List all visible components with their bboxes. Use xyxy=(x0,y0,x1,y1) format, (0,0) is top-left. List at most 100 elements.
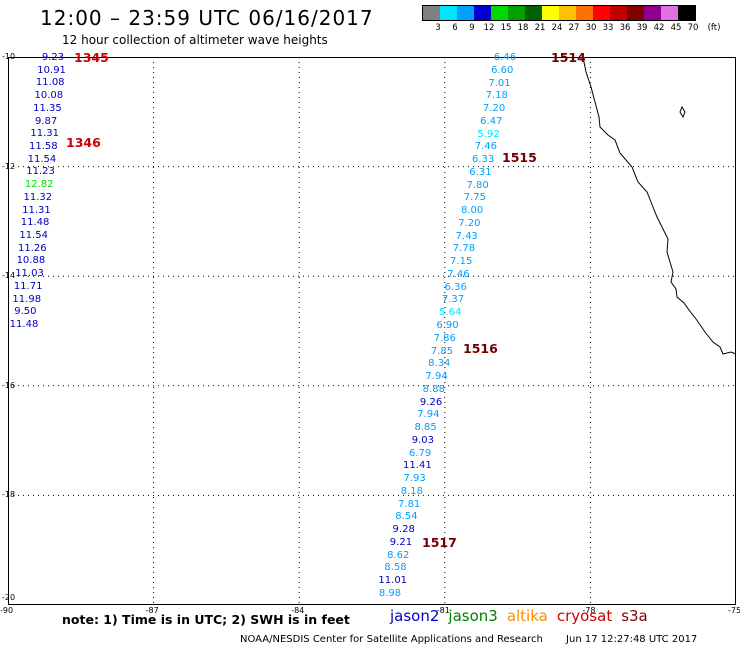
longitude-tick-label: -78 xyxy=(582,606,596,615)
latitude-tick-label: -18 xyxy=(2,490,16,500)
wave-height-value: 7.37 xyxy=(441,294,465,306)
wave-height-value: 11.48 xyxy=(9,318,39,330)
wave-height-value: 8.54 xyxy=(395,511,418,523)
map-subtitle: 12 hour collection of altimeter wave hei… xyxy=(62,33,328,47)
color-scale-box xyxy=(457,6,474,20)
wave-height-value: 8.62 xyxy=(387,549,410,561)
color-scale-label: 27 xyxy=(568,23,580,33)
wave-height-value: 7.01 xyxy=(488,77,511,89)
wave-height-value: 6.31 xyxy=(469,166,492,178)
color-scale-box xyxy=(542,6,559,20)
wave-height-value: 5.64 xyxy=(439,307,462,319)
wave-height-value: 9.50 xyxy=(14,306,37,318)
map-frame xyxy=(8,57,736,605)
wave-height-value: 7.46 xyxy=(474,141,497,153)
satellite-legend-item: jason3 xyxy=(448,607,498,625)
wave-height-value: 9.28 xyxy=(392,524,415,536)
latitude-tick-label: -16 xyxy=(2,380,16,390)
color-scale-box xyxy=(678,6,695,20)
satellite-legend-item: altika xyxy=(506,607,548,625)
wave-height-value: 11.54 xyxy=(19,229,48,241)
color-scale-box xyxy=(525,6,542,20)
color-scale-label: 12 xyxy=(483,23,495,33)
color-scale-box xyxy=(644,6,661,20)
color-scale-label: 3 xyxy=(435,23,441,33)
wave-height-value: 7.86 xyxy=(433,332,456,344)
wave-height-value: 5.92 xyxy=(477,128,500,140)
pass-number-label: 1516 xyxy=(463,340,498,356)
wave-height-value: 11.03 xyxy=(15,268,44,280)
satellite-legend-item: s3a xyxy=(621,607,648,625)
color-scale-box xyxy=(627,6,644,20)
wave-height-value: 12.82 xyxy=(24,179,54,191)
wave-height-value: 6.60 xyxy=(491,64,514,76)
island-outline xyxy=(679,105,686,119)
wave-height-value: 9.03 xyxy=(411,434,434,446)
color-scale-label: 21 xyxy=(534,23,546,33)
wave-height-value: 8.18 xyxy=(400,485,424,497)
color-scale-box xyxy=(559,6,576,20)
color-scale-label: 42 xyxy=(653,23,665,33)
wave-height-value: 11.31 xyxy=(30,128,60,140)
wave-height-value: 11.26 xyxy=(17,242,47,254)
wave-height-value: 8.58 xyxy=(384,562,407,574)
wave-height-value: 6.90 xyxy=(436,319,459,331)
color-scale-box xyxy=(491,6,508,20)
color-scale-label: 70 xyxy=(687,23,699,33)
wave-height-value: 7.20 xyxy=(458,217,481,229)
color-scale-legend: 3 6 9 12 15 18 21 24 27 30 33 36 39 42 45 70 (ft) xyxy=(422,5,720,35)
latitude-tick-label: -14 xyxy=(2,271,16,281)
wave-height-value: 7.15 xyxy=(450,256,473,268)
wave-height-value: 6.79 xyxy=(408,447,432,459)
wave-height-value: 8.85 xyxy=(414,422,437,434)
wave-height-value: 11.71 xyxy=(13,280,43,292)
color-scale-box xyxy=(593,6,610,20)
color-scale-labels: 3 6 9 12 15 18 21 24 27 30 33 36 39 42 45 70 (ft) xyxy=(422,21,720,35)
wave-height-value: 11.08 xyxy=(35,77,65,89)
color-scale-label: 15 xyxy=(500,23,512,33)
color-scale-label: 39 xyxy=(636,23,648,33)
wave-height-value: 10.08 xyxy=(34,90,64,102)
wave-height-value: 8.88 xyxy=(422,383,445,395)
color-scale-box xyxy=(576,6,593,20)
wave-height-value: 11.54 xyxy=(27,153,57,165)
latitude-tick-label: -12 xyxy=(2,161,16,171)
wave-height-value: 7.81 xyxy=(398,498,421,510)
color-scale-label: 36 xyxy=(619,23,631,33)
latitude-tick-label: -20 xyxy=(2,593,16,602)
color-scale-box xyxy=(610,6,627,20)
latitude-tick-label: -10 xyxy=(2,52,16,61)
wave-height-value: 7.20 xyxy=(482,102,506,114)
pass-number-label: 1345 xyxy=(74,49,109,65)
wave-height-value: 6.47 xyxy=(480,115,503,127)
wave-height-value: 7.85 xyxy=(430,345,454,357)
wave-height-value: 10.88 xyxy=(16,255,46,267)
pass-number-label: 1515 xyxy=(502,149,537,165)
plot-border xyxy=(8,57,736,605)
footer: NOAA/NESDIS Center for Satellite Applica… xyxy=(240,634,697,645)
wave-height-value: 7.78 xyxy=(452,243,476,255)
map-plot: -90 -87 -84 -81 -78 -75 -10 -12 -14 -16 -18 -20 9.2… xyxy=(0,50,740,615)
coastline-peru xyxy=(582,57,736,355)
wave-height-value: 8.98 xyxy=(378,587,402,599)
map-title: 12:00 – 23:59 UTC 06/16/2017 xyxy=(40,6,374,30)
wave-height-value: 7.93 xyxy=(403,473,426,485)
satellite-legend: jason2 jason3 altika cryosat s3a xyxy=(390,607,657,625)
color-scale-label: 33 xyxy=(602,23,614,33)
wave-height-value: 6.33 xyxy=(471,154,495,166)
color-scale-label: 30 xyxy=(585,23,597,33)
wave-height-value: 7.80 xyxy=(466,179,489,191)
footer-credit: NOAA/NESDIS Center for Satellite Applica… xyxy=(240,634,543,645)
wave-height-value: 11.31 xyxy=(22,204,51,216)
wave-height-value: 9.26 xyxy=(419,396,443,408)
wave-height-value: 9.23 xyxy=(41,51,65,63)
color-scale-box xyxy=(474,6,491,20)
color-scale-unit: (ft) xyxy=(707,23,721,33)
wave-height-value: 7.94 xyxy=(417,409,440,421)
wave-height-value: 11.58 xyxy=(29,140,58,152)
color-scale-label: 18 xyxy=(517,23,529,33)
color-scale-label: 45 xyxy=(670,23,682,33)
wave-height-value: 11.23 xyxy=(26,166,55,178)
wave-height-value: 11.35 xyxy=(33,102,62,114)
wave-height-value: 7.75 xyxy=(463,192,487,204)
